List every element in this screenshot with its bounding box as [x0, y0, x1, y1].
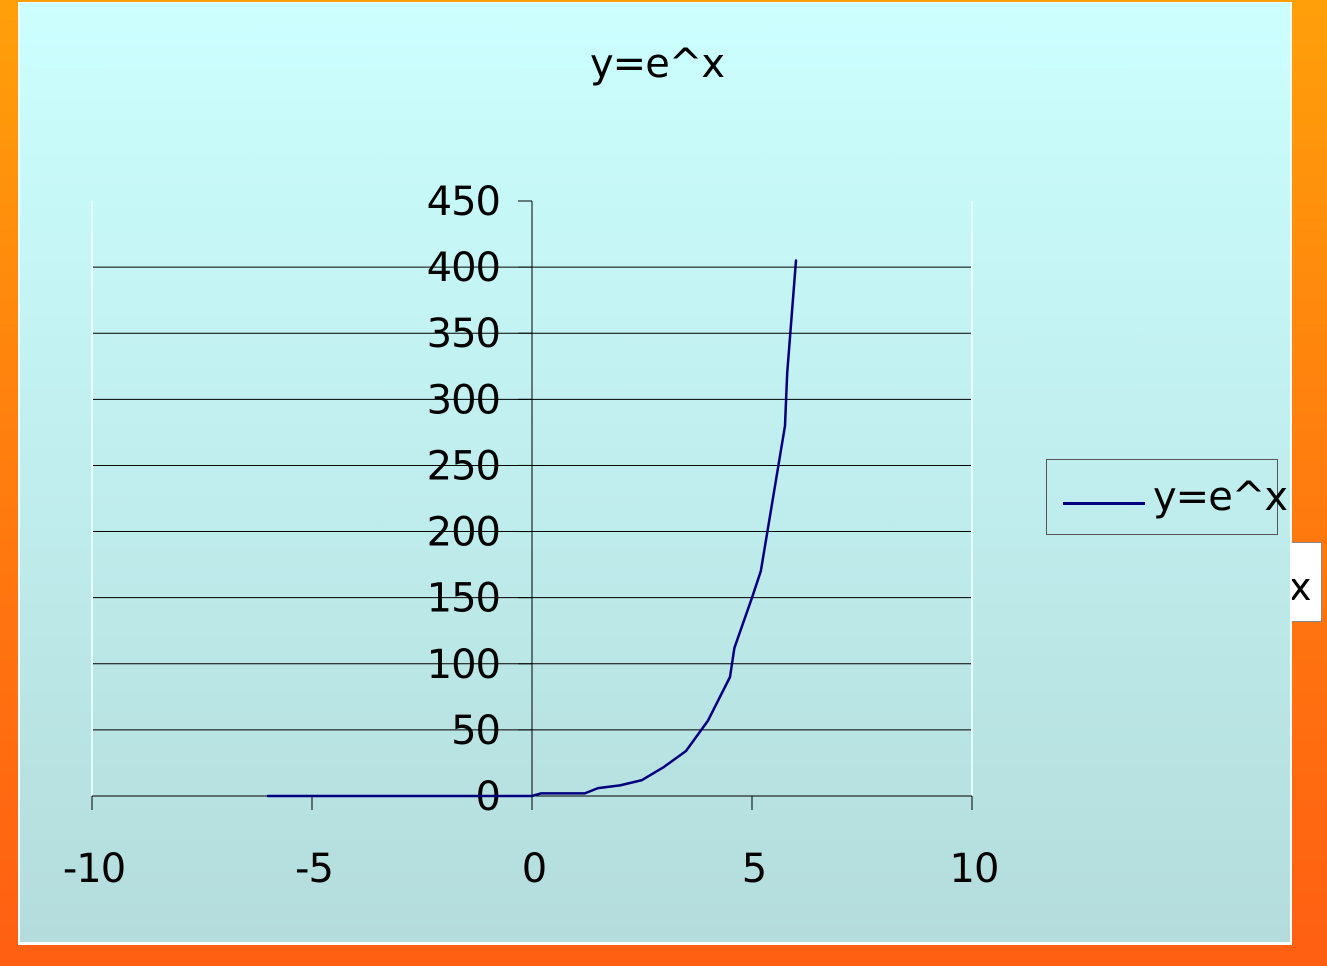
- x-tick-labels: -10 -5 0 5 10: [63, 846, 1000, 892]
- y-tick-label-50: 50: [451, 708, 500, 754]
- y-tick-label-450: 450: [427, 179, 500, 225]
- chart-area: y=e^x 0 50 100 150 200 250 300 350 400 450 -10 -5 0…: [18, 2, 1292, 945]
- y-tick-label-250: 250: [427, 443, 500, 489]
- y-tick-label-150: 150: [427, 576, 500, 622]
- legend-label: y=e^x: [1153, 474, 1288, 520]
- y-tick-label-100: 100: [427, 642, 500, 688]
- series-group: [266, 259, 798, 798]
- y-tick-label-300: 300: [427, 377, 500, 423]
- legend-swatch-line: [1063, 502, 1145, 505]
- y-tick-label-350: 350: [427, 311, 500, 357]
- x-tick-label-5: 5: [742, 846, 766, 892]
- x-tick-label-0: 0: [522, 846, 546, 892]
- plot-area: 0 50 100 150 200 250 300 350 400 450 -10 -5 0 5 10: [63, 179, 1000, 892]
- x-tick-label--10: -10: [63, 846, 125, 892]
- y-tick-label-400: 400: [427, 245, 500, 291]
- chart-title: y=e^x: [590, 41, 725, 87]
- legend: y=e^x: [1046, 459, 1288, 535]
- hidden-legend-fragment: x: [1288, 542, 1322, 622]
- hidden-legend-text: x: [1289, 565, 1312, 609]
- x-tick-label-10: 10: [950, 846, 999, 892]
- series-line-0: [266, 259, 798, 798]
- axes: [91, 200, 973, 810]
- y-tick-label-200: 200: [427, 510, 500, 556]
- x-tick-label--5: -5: [295, 846, 333, 892]
